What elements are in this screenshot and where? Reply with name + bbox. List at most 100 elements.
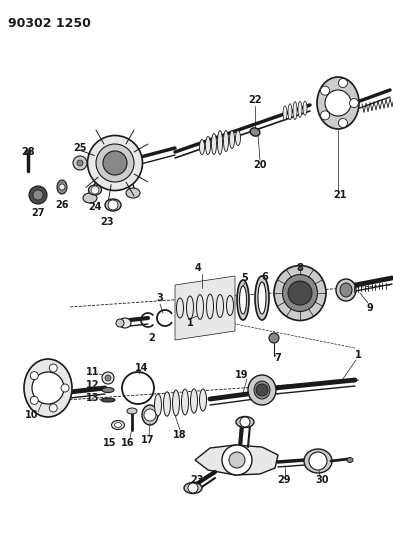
Ellipse shape	[126, 188, 140, 198]
Ellipse shape	[206, 294, 213, 319]
Text: 16: 16	[121, 438, 135, 448]
Ellipse shape	[288, 104, 292, 120]
Ellipse shape	[88, 185, 101, 195]
Circle shape	[309, 452, 327, 470]
Ellipse shape	[258, 282, 266, 314]
Ellipse shape	[196, 295, 204, 319]
Circle shape	[288, 281, 312, 305]
Circle shape	[108, 200, 118, 210]
Text: 13: 13	[86, 393, 100, 403]
Text: 22: 22	[248, 95, 262, 105]
Ellipse shape	[154, 394, 162, 416]
Text: 10: 10	[25, 410, 39, 420]
Ellipse shape	[298, 101, 302, 117]
Ellipse shape	[340, 283, 352, 297]
Text: 21: 21	[333, 190, 347, 200]
Ellipse shape	[101, 398, 115, 402]
Ellipse shape	[239, 286, 246, 314]
Circle shape	[338, 118, 347, 127]
Circle shape	[73, 156, 87, 170]
Ellipse shape	[303, 101, 307, 115]
Ellipse shape	[255, 276, 269, 320]
Circle shape	[103, 151, 127, 175]
Ellipse shape	[254, 381, 270, 399]
Text: 27: 27	[31, 208, 45, 218]
Text: 12: 12	[86, 380, 100, 390]
Circle shape	[49, 364, 57, 372]
Text: 19: 19	[235, 370, 249, 380]
Ellipse shape	[237, 280, 249, 320]
Text: 1: 1	[354, 350, 362, 360]
Ellipse shape	[142, 405, 158, 425]
Text: 8: 8	[297, 263, 303, 273]
Ellipse shape	[217, 131, 222, 155]
Ellipse shape	[184, 482, 202, 494]
Circle shape	[338, 78, 347, 87]
Ellipse shape	[200, 389, 206, 411]
Circle shape	[30, 397, 38, 405]
Ellipse shape	[88, 135, 143, 190]
Circle shape	[240, 417, 250, 427]
Ellipse shape	[105, 199, 121, 211]
Ellipse shape	[187, 296, 193, 319]
Text: 6: 6	[262, 272, 268, 282]
Circle shape	[349, 99, 358, 108]
Ellipse shape	[250, 128, 260, 136]
Ellipse shape	[116, 319, 124, 327]
Ellipse shape	[293, 102, 297, 119]
Ellipse shape	[236, 416, 254, 427]
Circle shape	[144, 409, 156, 421]
Text: 24: 24	[88, 202, 102, 212]
Ellipse shape	[25, 150, 31, 154]
Ellipse shape	[304, 449, 332, 473]
Ellipse shape	[217, 295, 224, 318]
Circle shape	[32, 372, 64, 404]
Ellipse shape	[119, 318, 131, 328]
Ellipse shape	[226, 295, 233, 316]
Circle shape	[102, 372, 114, 384]
Ellipse shape	[224, 131, 228, 151]
Text: 17: 17	[141, 435, 155, 445]
Ellipse shape	[283, 274, 318, 311]
Circle shape	[269, 333, 279, 343]
Text: 30: 30	[315, 475, 329, 485]
Circle shape	[30, 372, 38, 379]
Circle shape	[325, 90, 351, 116]
Ellipse shape	[235, 131, 241, 146]
Text: 4: 4	[195, 263, 201, 273]
Ellipse shape	[127, 408, 137, 414]
Text: 3: 3	[157, 293, 163, 303]
Ellipse shape	[176, 298, 184, 318]
Text: 9: 9	[367, 303, 373, 313]
Text: 29: 29	[277, 475, 291, 485]
Circle shape	[229, 452, 245, 468]
Text: 23: 23	[190, 475, 204, 485]
Ellipse shape	[163, 392, 171, 416]
Circle shape	[77, 160, 83, 166]
Ellipse shape	[182, 389, 189, 415]
Circle shape	[321, 111, 330, 120]
Ellipse shape	[114, 423, 121, 427]
Ellipse shape	[317, 77, 359, 129]
Ellipse shape	[191, 389, 198, 413]
Ellipse shape	[248, 375, 276, 405]
Ellipse shape	[274, 265, 326, 320]
Ellipse shape	[347, 457, 353, 463]
Ellipse shape	[83, 193, 97, 203]
Circle shape	[222, 445, 252, 475]
Ellipse shape	[230, 131, 235, 149]
Circle shape	[29, 186, 47, 204]
Text: 90302 1250: 90302 1250	[8, 17, 91, 30]
Text: 5: 5	[242, 273, 248, 283]
Circle shape	[33, 190, 43, 200]
Text: 2: 2	[149, 333, 155, 343]
Circle shape	[256, 384, 268, 396]
Ellipse shape	[57, 180, 67, 194]
Polygon shape	[195, 445, 278, 475]
Text: 18: 18	[173, 430, 187, 440]
Circle shape	[105, 375, 111, 381]
Ellipse shape	[112, 421, 125, 430]
Ellipse shape	[211, 133, 217, 155]
Circle shape	[49, 404, 57, 412]
Text: 28: 28	[21, 147, 35, 157]
